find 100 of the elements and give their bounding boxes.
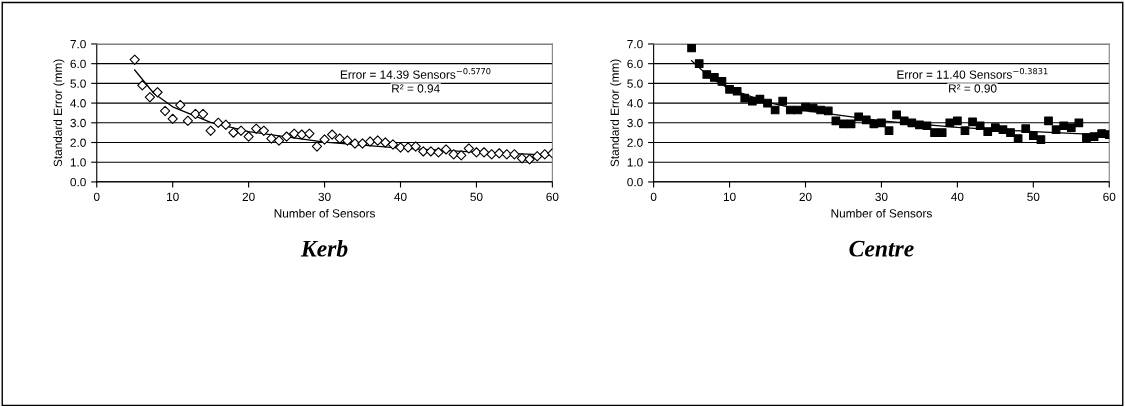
point [326,129,338,140]
point [235,125,247,136]
point [243,131,254,142]
point [884,126,894,136]
point [387,139,399,150]
y-tick-label: 4.0 [627,99,643,108]
point [960,126,970,136]
point [418,146,429,157]
y-tick-label: 7.0 [627,39,643,49]
point [448,149,459,160]
point [1082,133,1091,142]
point [846,119,856,129]
point [456,150,467,161]
point [877,118,886,128]
text: Centre [849,240,914,257]
point [823,106,833,116]
x-tick-label: 30 [875,192,888,202]
point [725,84,734,94]
y-tick-label: 7.0 [70,39,86,49]
point [1044,116,1053,126]
point [990,123,1000,133]
y-tick-label: 5.0 [70,79,86,88]
x-tick-label: 50 [1027,192,1040,202]
point [220,119,232,130]
x-tick-label: 20 [799,192,812,202]
annotation: R² = 0.90 [949,84,997,93]
point [1066,123,1076,133]
point [1006,128,1015,138]
point [296,129,307,140]
point [763,98,772,108]
point [197,108,209,120]
x-tick-label: 60 [1103,192,1116,202]
point [1036,135,1046,144]
point [182,115,194,126]
y-tick-label: 6.0 [70,59,86,69]
point [945,118,955,128]
point [357,138,368,149]
point [509,149,520,160]
y-tick-label: 0.0 [70,177,86,187]
point [922,121,932,131]
point [524,154,535,165]
point [380,137,391,148]
annotation: Error = 11.40 Sensors$^{−0.3831}$ [897,68,1048,79]
point [1074,118,1084,128]
point [395,142,406,153]
x-tick-label: 40 [951,192,964,202]
point [137,80,148,91]
point [281,131,292,142]
point [251,123,262,134]
point [471,147,482,158]
point [342,135,353,146]
point [892,110,901,120]
point [205,125,216,136]
x-tick-label: 50 [470,192,483,202]
point [983,127,993,137]
point [740,93,750,103]
y-axis-title: Standard Error (mm) [610,59,622,167]
point [486,149,497,160]
annotation: Error = 14.39 Sensors$^{−0.5770}$ [340,68,491,79]
point [167,113,178,125]
point [532,151,543,162]
point [869,119,879,129]
point [907,118,917,128]
x-tick-label: 10 [723,192,736,202]
point [732,86,742,96]
x-tick-label: 30 [318,192,331,202]
y-tick-label: 1.0 [627,158,643,167]
x-tick-label: 20 [242,192,255,202]
point [1028,131,1038,140]
point [839,119,848,129]
text: Kerb [300,240,348,257]
point [410,141,421,152]
point [463,143,475,154]
point [144,92,156,103]
point [968,117,977,127]
point [266,133,277,144]
point [1013,134,1023,143]
point [930,128,939,138]
point [258,125,269,136]
x-tick-label: 10 [167,192,179,202]
point [319,134,330,145]
point [433,147,444,158]
point [710,73,719,82]
point [516,153,528,164]
y-tick-label: 3.0 [70,118,86,128]
point [975,121,985,131]
point [175,99,186,111]
y-tick-label: 0.0 [627,177,643,187]
x-tick-label: 40 [394,192,407,202]
y-tick-label: 5.0 [627,79,643,88]
point [440,144,452,155]
point [152,87,163,98]
point [478,147,490,158]
point [372,135,383,146]
point [694,59,704,69]
point [1021,124,1031,134]
x-tick-label: 60 [546,192,559,202]
x-axis-title: Number of Sensors [274,208,375,218]
x-tick-label: 0 [650,192,657,202]
y-axis-title: Standard Error (mm) [53,59,65,167]
